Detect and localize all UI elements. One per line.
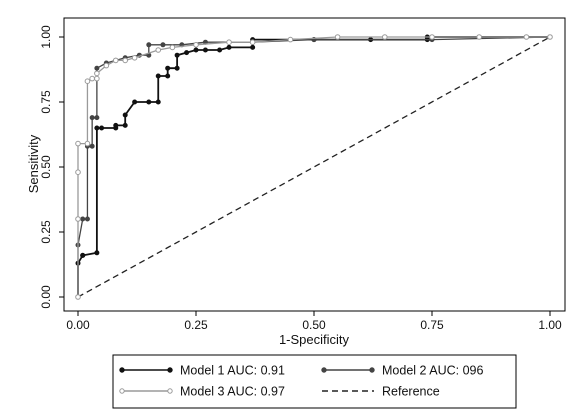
series-1-point <box>165 65 171 71</box>
series-1-point <box>217 47 223 53</box>
y-tick-label: 0.75 <box>39 90 53 114</box>
legend-box <box>112 354 517 409</box>
series-2-point <box>94 115 100 121</box>
series-3-point <box>523 34 530 40</box>
y-tick-label: 0.25 <box>39 220 53 244</box>
series-3-point <box>476 34 483 40</box>
series-2-point <box>80 216 86 222</box>
series-2-point <box>89 143 95 149</box>
series-3-point <box>334 34 341 40</box>
series-3-point <box>75 294 81 300</box>
x-tick-label: 0.00 <box>66 318 90 332</box>
y-axis-title: Sensitivity <box>26 134 41 193</box>
series-1-point <box>132 99 138 105</box>
series-3-point <box>226 39 232 46</box>
axis-ticks: 0.00 0.25 0.50 0.75 1.00 0.00 0.25 0.50 0.75 1.00 <box>39 25 562 332</box>
series-3-point <box>382 34 388 40</box>
series-3-point <box>169 44 176 51</box>
series-1-point <box>250 44 256 50</box>
legend-label-4: Reference <box>382 385 440 399</box>
series-1-point <box>155 99 161 105</box>
legend-marker <box>167 367 173 373</box>
series-3-point <box>155 47 162 53</box>
series-3-point <box>429 34 435 40</box>
legend-marker <box>321 367 327 373</box>
series-1-point <box>165 73 171 79</box>
series-1-point <box>174 65 180 71</box>
series-3-point <box>193 42 199 48</box>
series-1-point <box>174 52 180 58</box>
x-axis-title: 1-Specificity <box>279 332 350 347</box>
series-3-point <box>84 78 91 84</box>
series-1-point <box>155 73 161 79</box>
series-3-point <box>89 75 95 82</box>
y-tick-label: 0.50 <box>39 155 53 179</box>
series-3-point <box>112 57 119 64</box>
x-tick-label: 0.25 <box>184 318 208 332</box>
series-3-point <box>287 36 294 43</box>
series-1-point <box>184 50 190 56</box>
series-1-point <box>113 122 119 128</box>
series-3-point <box>84 140 91 147</box>
series-2-point <box>84 216 90 222</box>
series-3-point <box>94 70 100 77</box>
plot-frame <box>63 17 566 312</box>
legend-label-3: Model 3 AUC: 0.97 <box>180 385 285 399</box>
series-1-point <box>202 47 208 53</box>
x-tick-label: 1.00 <box>538 318 562 332</box>
series-1-point <box>193 47 199 53</box>
series-2-point <box>146 42 152 48</box>
series-3-point <box>122 57 128 64</box>
legend-marker <box>119 388 125 394</box>
series-3-point <box>547 34 553 40</box>
x-tick-label: 0.75 <box>420 318 444 332</box>
y-tick-label: 1.00 <box>39 25 53 49</box>
series-1-point <box>94 250 100 256</box>
series-1-point <box>146 99 152 105</box>
legend-marker <box>167 388 173 394</box>
legend: Model 1 AUC: 0.91 Model 2 AUC: 096 Model 3… <box>119 364 483 399</box>
x-tick-label: 0.50 <box>302 318 326 332</box>
series-1-point <box>80 252 86 258</box>
series-2-point <box>94 65 100 71</box>
series-1-point <box>122 112 128 118</box>
legend-marker <box>119 367 125 373</box>
series-1-point <box>94 125 100 131</box>
y-tick-label: 0.00 <box>39 285 53 309</box>
series-3-point <box>249 39 256 46</box>
legend-label-1: Model 1 AUC: 0.91 <box>180 364 285 378</box>
series-3-point <box>75 140 81 147</box>
series-3-point <box>75 169 81 175</box>
series-1-point <box>122 122 128 128</box>
series-2-point <box>89 115 95 121</box>
series-3-point <box>103 62 110 69</box>
series-3-point <box>131 55 138 61</box>
series-1-point <box>99 125 105 131</box>
legend-marker <box>369 367 375 373</box>
plot-series <box>75 34 553 300</box>
series-1-point <box>226 44 232 50</box>
legend-label-2: Model 2 AUC: 096 <box>382 364 483 378</box>
series-3-point <box>94 75 100 82</box>
series-3-point <box>75 216 81 222</box>
series-2-point <box>160 42 166 48</box>
